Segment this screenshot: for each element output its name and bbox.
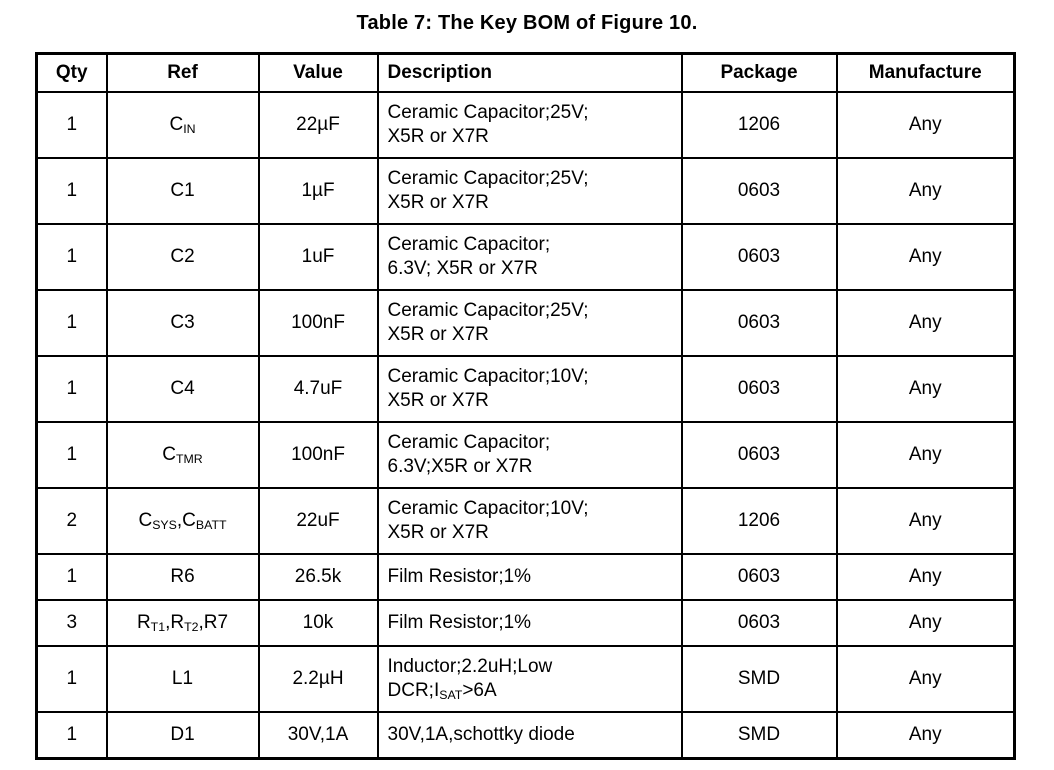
- cell-value: 100nF: [257, 289, 379, 357]
- cell-description: Ceramic Capacitor; 6.3V;X5R or X7R: [376, 421, 683, 489]
- table-row: 1 C2 1uF Ceramic Capacitor; 6.3V; X5R or…: [35, 223, 1016, 291]
- cell-manufacture: Any: [835, 355, 1016, 423]
- cell-manufacture: Any: [835, 711, 1016, 760]
- cell-qty: 1: [35, 289, 108, 357]
- cell-value: 22uF: [257, 487, 379, 555]
- cell-qty: 1: [35, 157, 108, 225]
- cell-package: 0603: [680, 553, 838, 601]
- cell-package: SMD: [680, 711, 838, 760]
- cell-ref: CTMR: [105, 421, 260, 489]
- col-header-value: Value: [257, 52, 379, 93]
- col-header-qty: Qty: [35, 52, 108, 93]
- cell-qty: 2: [35, 487, 108, 555]
- cell-description: Ceramic Capacitor; 6.3V; X5R or X7R: [376, 223, 683, 291]
- cell-package: 1206: [680, 91, 838, 159]
- cell-qty: 3: [35, 599, 108, 647]
- table-header: Qty Ref Value Description Package Manufa…: [35, 52, 1016, 93]
- table-row: 1 D1 30V,1A 30V,1A,schottky diode SMD An…: [35, 711, 1016, 760]
- cell-value: 26.5k: [257, 553, 379, 601]
- cell-description: Ceramic Capacitor;25V; X5R or X7R: [376, 157, 683, 225]
- table-row: 1 CIN 22µF Ceramic Capacitor;25V; X5R or…: [35, 91, 1016, 159]
- cell-ref: RT1,RT2,R7: [105, 599, 260, 647]
- cell-ref: C1: [105, 157, 260, 225]
- cell-value: 2.2µH: [257, 645, 379, 713]
- cell-value: 22µF: [257, 91, 379, 159]
- col-header-manufacture: Manufacture: [835, 52, 1016, 93]
- cell-package: 0603: [680, 599, 838, 647]
- header-row: Qty Ref Value Description Package Manufa…: [35, 52, 1016, 93]
- cell-value: 1µF: [257, 157, 379, 225]
- cell-value: 100nF: [257, 421, 379, 489]
- cell-qty: 1: [35, 355, 108, 423]
- cell-package: 0603: [680, 223, 838, 291]
- cell-manufacture: Any: [835, 157, 1016, 225]
- col-header-ref: Ref: [105, 52, 260, 93]
- cell-package: 1206: [680, 487, 838, 555]
- table-row: 1 C4 4.7uF Ceramic Capacitor;10V; X5R or…: [35, 355, 1016, 423]
- table-row: 3 RT1,RT2,R7 10k Film Resistor;1% 0603 A…: [35, 599, 1016, 647]
- cell-manufacture: Any: [835, 599, 1016, 647]
- cell-package: 0603: [680, 157, 838, 225]
- cell-ref: CSYS,CBATT: [105, 487, 260, 555]
- cell-description: Ceramic Capacitor;25V; X5R or X7R: [376, 289, 683, 357]
- cell-package: 0603: [680, 421, 838, 489]
- cell-manufacture: Any: [835, 91, 1016, 159]
- cell-value: 4.7uF: [257, 355, 379, 423]
- cell-value: 10k: [257, 599, 379, 647]
- cell-qty: 1: [35, 91, 108, 159]
- cell-manufacture: Any: [835, 553, 1016, 601]
- table-row: 1 R6 26.5k Film Resistor;1% 0603 Any: [35, 553, 1016, 601]
- col-header-description: Description: [376, 52, 683, 93]
- cell-qty: 1: [35, 223, 108, 291]
- bom-table: Qty Ref Value Description Package Manufa…: [35, 52, 1016, 760]
- cell-description: Film Resistor;1%: [376, 553, 683, 601]
- cell-manufacture: Any: [835, 487, 1016, 555]
- cell-ref: CIN: [105, 91, 260, 159]
- cell-ref: C4: [105, 355, 260, 423]
- cell-ref: D1: [105, 711, 260, 760]
- cell-description: 30V,1A,schottky diode: [376, 711, 683, 760]
- cell-description: Ceramic Capacitor;10V; X5R or X7R: [376, 355, 683, 423]
- table-row: 1 CTMR 100nF Ceramic Capacitor; 6.3V;X5R…: [35, 421, 1016, 489]
- table-row: 1 L1 2.2µH Inductor;2.2uH;Low DCR;ISAT>6…: [35, 645, 1016, 713]
- cell-description: Ceramic Capacitor;10V; X5R or X7R: [376, 487, 683, 555]
- cell-description: Film Resistor;1%: [376, 599, 683, 647]
- cell-manufacture: Any: [835, 645, 1016, 713]
- cell-ref: C2: [105, 223, 260, 291]
- cell-qty: 1: [35, 711, 108, 760]
- table-caption: Table 7: The Key BOM of Figure 10.: [356, 12, 698, 34]
- cell-qty: 1: [35, 421, 108, 489]
- cell-manufacture: Any: [835, 421, 1016, 489]
- table-row: 1 C1 1µF Ceramic Capacitor;25V; X5R or X…: [35, 157, 1016, 225]
- cell-package: 0603: [680, 355, 838, 423]
- cell-value: 1uF: [257, 223, 379, 291]
- table-body: 1 CIN 22µF Ceramic Capacitor;25V; X5R or…: [35, 91, 1016, 760]
- cell-ref: L1: [105, 645, 260, 713]
- cell-qty: 1: [35, 645, 108, 713]
- cell-ref: C3: [105, 289, 260, 357]
- table-row: 2 CSYS,CBATT 22uF Ceramic Capacitor;10V;…: [35, 487, 1016, 555]
- cell-value: 30V,1A: [257, 711, 379, 760]
- cell-description: Inductor;2.2uH;Low DCR;ISAT>6A: [376, 645, 683, 713]
- cell-description: Ceramic Capacitor;25V; X5R or X7R: [376, 91, 683, 159]
- cell-manufacture: Any: [835, 289, 1016, 357]
- cell-package: 0603: [680, 289, 838, 357]
- cell-manufacture: Any: [835, 223, 1016, 291]
- cell-package: SMD: [680, 645, 838, 713]
- cell-ref: R6: [105, 553, 260, 601]
- table-row: 1 C3 100nF Ceramic Capacitor;25V; X5R or…: [35, 289, 1016, 357]
- col-header-package: Package: [680, 52, 838, 93]
- cell-qty: 1: [35, 553, 108, 601]
